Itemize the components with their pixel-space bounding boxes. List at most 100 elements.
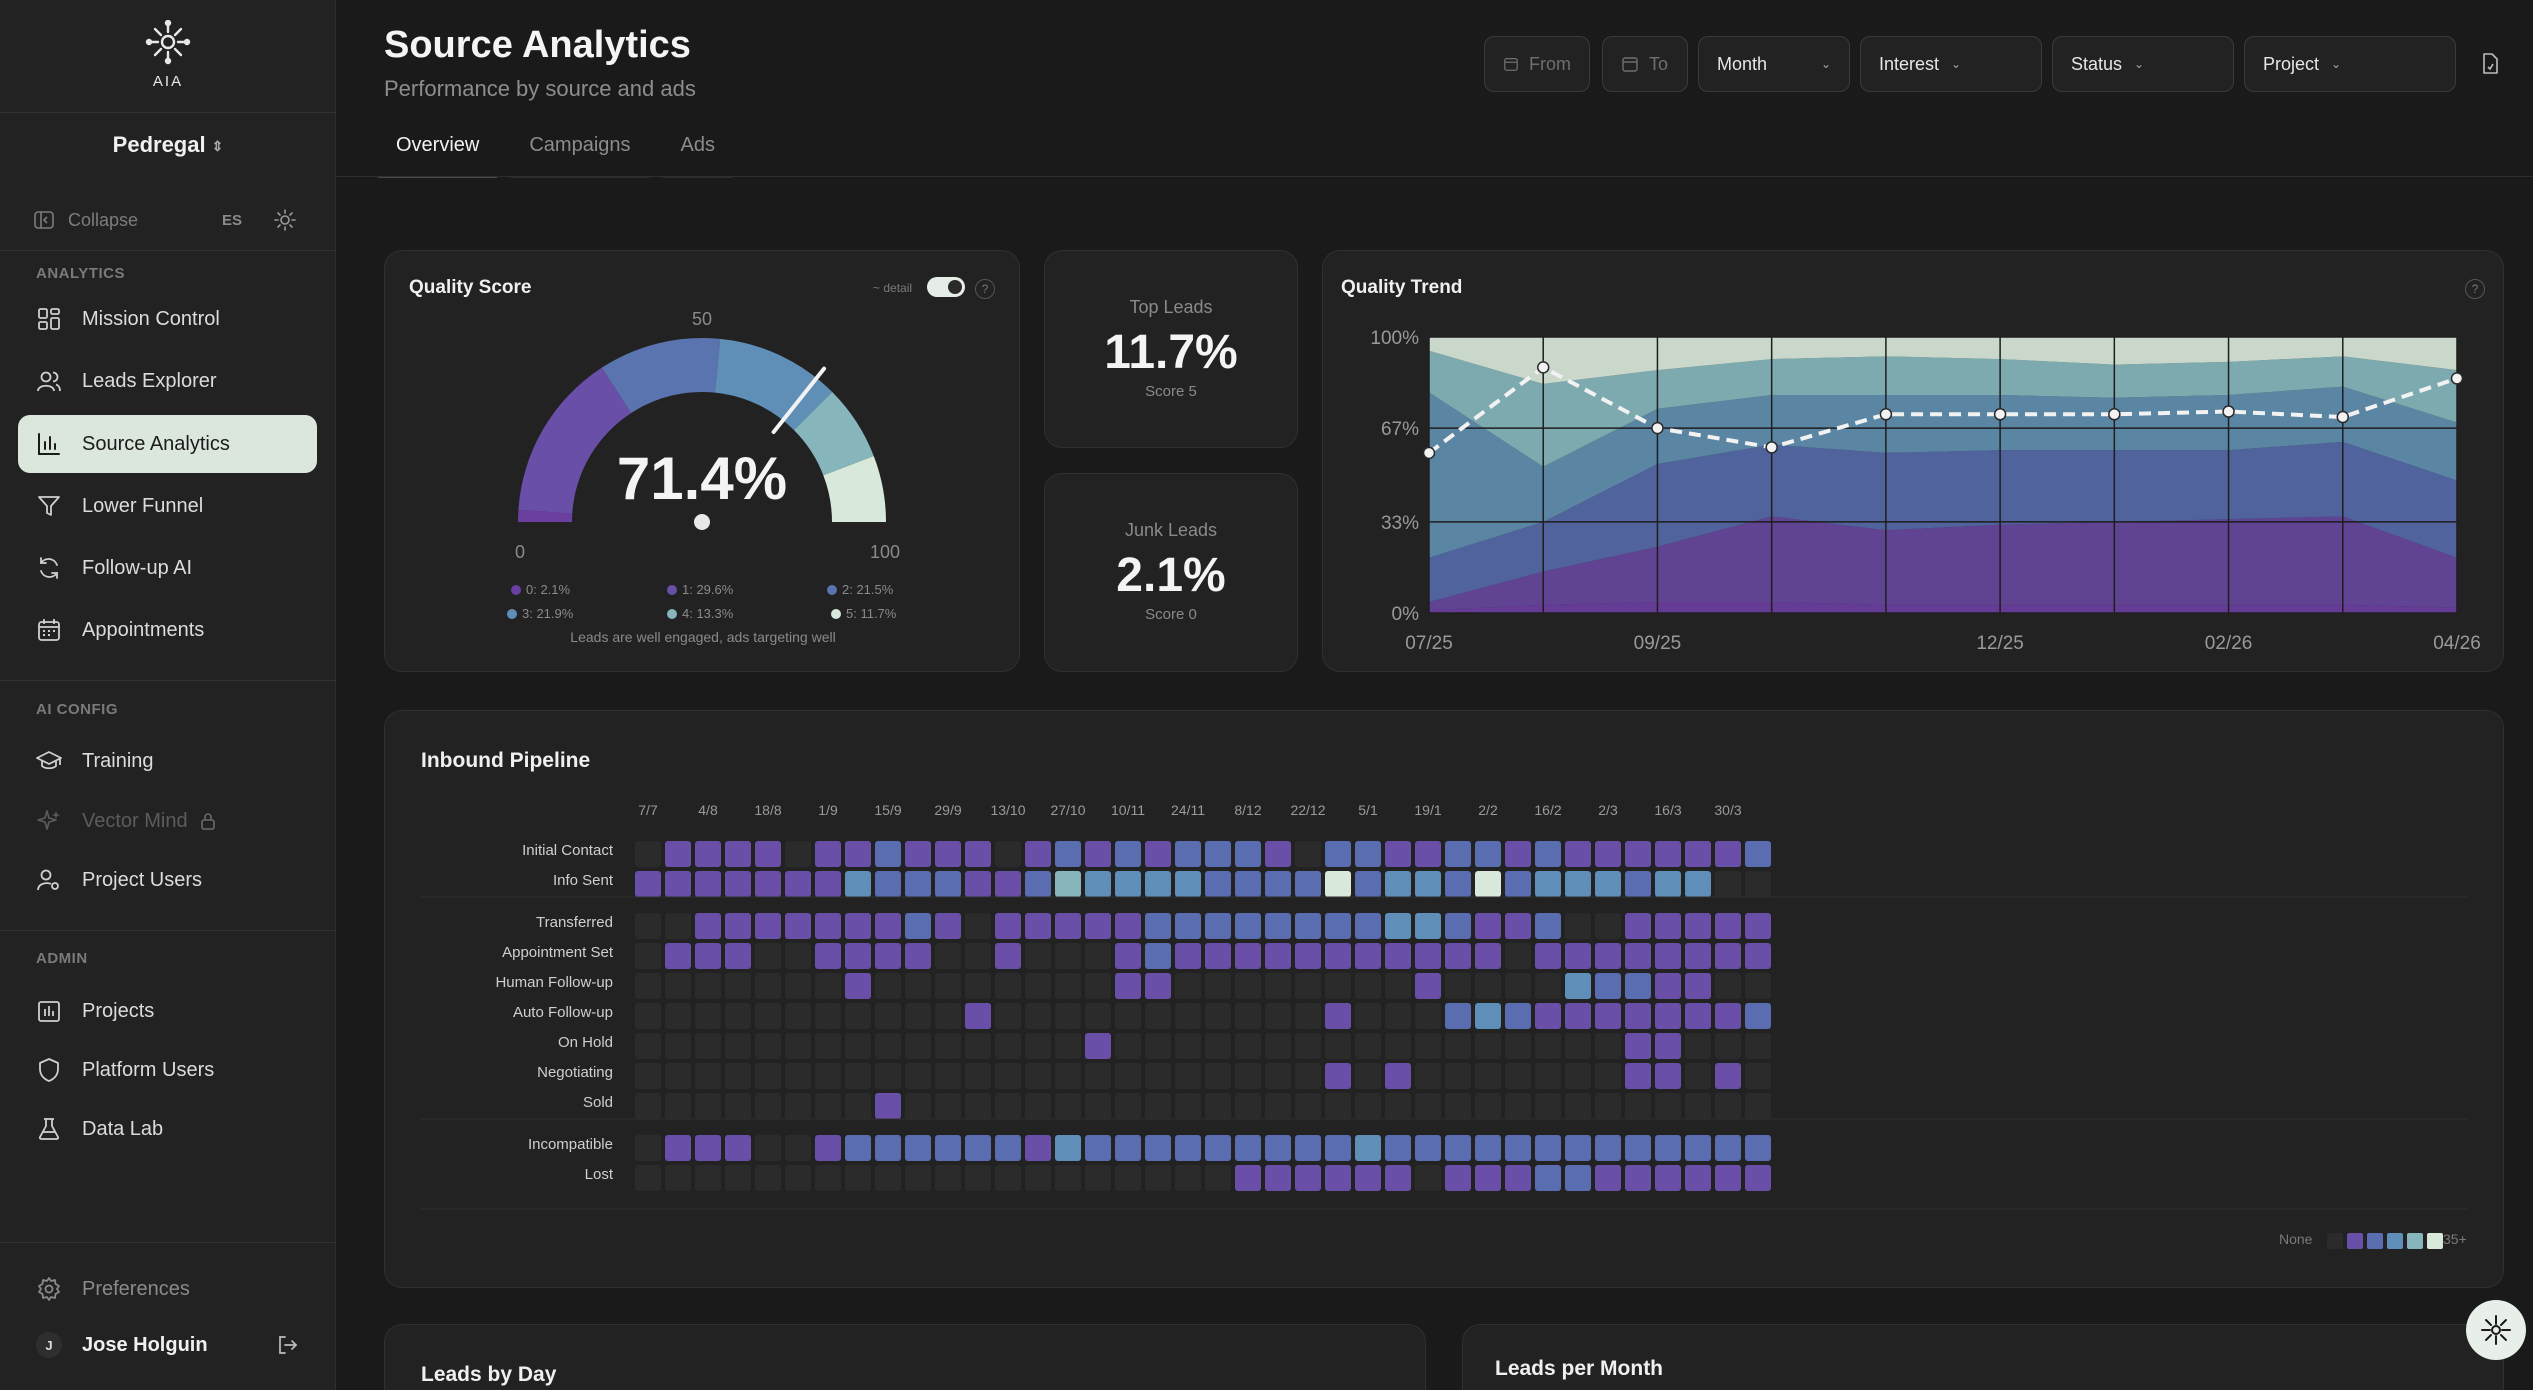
logout-icon[interactable] <box>276 1334 298 1356</box>
legend-item: 3: 21.9% <box>507 606 573 621</box>
heatmap-cell <box>1145 1033 1171 1059</box>
col-label: 24/11 <box>1171 802 1205 818</box>
tab-ads[interactable]: Ads <box>662 134 733 178</box>
heatmap-cell <box>725 871 751 897</box>
heatmap-cell <box>1505 871 1531 897</box>
date-from-button[interactable]: From <box>1484 36 1590 92</box>
status-filter[interactable]: Status ⌄ <box>2052 36 2234 92</box>
heatmap-cell <box>1115 1063 1141 1089</box>
row-label: Info Sent <box>553 872 614 889</box>
heatmap-cell <box>1415 913 1441 939</box>
sidebar-item-mission-control[interactable]: Mission Control <box>18 290 317 348</box>
interest-filter[interactable]: Interest ⌄ <box>1860 36 2042 92</box>
heatmap-cell <box>1235 973 1261 999</box>
heatmap-cell <box>1415 1003 1441 1029</box>
sidebar-item-follow-up-ai[interactable]: Follow-up AI <box>18 539 317 597</box>
heatmap-cell <box>1385 1165 1411 1191</box>
heatmap-cell <box>1085 1135 1111 1161</box>
heatmap-cell <box>1445 1093 1471 1119</box>
tab-overview[interactable]: Overview <box>378 134 498 178</box>
language-toggle[interactable]: ES <box>222 211 243 229</box>
heatmap-cell <box>1655 841 1681 867</box>
heatmap-cell <box>1475 913 1501 939</box>
project-filter[interactable]: Project ⌄ <box>2244 36 2456 92</box>
heatmap-cell <box>815 1135 841 1161</box>
sidebar-item-source-analytics[interactable]: Source Analytics <box>18 415 317 473</box>
quality-trend-card: Quality Trend ? 100% 67% 33% 0% 07/25 09/25 12… <box>1322 250 2504 672</box>
heatmap-cell <box>665 871 691 897</box>
sidebar-item-preferences[interactable]: Preferences <box>18 1260 317 1318</box>
heatmap-cell <box>965 1063 991 1089</box>
heatmap-cell <box>665 1135 691 1161</box>
x-tick-label: 07/25 <box>1405 633 1453 654</box>
heatmap-cell <box>1535 871 1561 897</box>
tenant-switcher[interactable]: Pedregal ⇕ <box>0 132 336 158</box>
sidebar-item-data-lab[interactable]: Data Lab <box>18 1100 317 1158</box>
heatmap-cell <box>755 943 781 969</box>
heatmap-cell <box>1175 1063 1201 1089</box>
sidebar-item-project-users[interactable]: Project Users <box>18 851 317 909</box>
heatmap-cell <box>1145 1003 1171 1029</box>
heatmap-cell <box>635 1063 661 1089</box>
y-tick-label: 33% <box>1381 513 1419 534</box>
heatmap-cell <box>1595 1135 1621 1161</box>
legend-item: 0: 2.1% <box>511 582 570 597</box>
legend-dot <box>507 608 517 619</box>
heatmap-cell <box>695 913 721 939</box>
heatmap-cell <box>1475 973 1501 999</box>
collapse-icon[interactable] <box>34 210 54 230</box>
user-profile[interactable]: J Jose Holguin <box>18 1322 317 1368</box>
sidebar-item-label: Appointments <box>82 618 205 641</box>
period-select[interactable]: Month ⌄ <box>1698 36 1850 92</box>
heatmap-cell <box>1145 973 1171 999</box>
heatmap-cell <box>815 1165 841 1191</box>
area-series-0 <box>1429 601 2457 613</box>
card-title: Inbound Pipeline <box>421 749 591 772</box>
date-from-label: From <box>1529 53 1571 74</box>
legend-none-label: None <box>2279 1231 2313 1247</box>
heatmap-cell <box>1655 1063 1681 1089</box>
heatmap-cell <box>1475 943 1501 969</box>
header-divider <box>336 176 2533 177</box>
assistant-fab[interactable] <box>2466 1300 2526 1360</box>
heatmap-cell <box>1205 1033 1231 1059</box>
brand-logo-icon[interactable]: AIA <box>128 20 208 92</box>
heatmap-cell <box>1535 1093 1561 1119</box>
heatmap-cell <box>965 1003 991 1029</box>
heatmap-cell <box>1625 1033 1651 1059</box>
sidebar-item-lower-funnel[interactable]: Lower Funnel <box>18 477 317 535</box>
heatmap-cell <box>1685 1033 1711 1059</box>
heatmap-cell <box>1655 871 1681 897</box>
sidebar-item-vector-mind[interactable]: Vector Mind <box>18 792 317 850</box>
export-file-icon[interactable] <box>2478 52 2502 76</box>
heatmap-cell <box>1595 1165 1621 1191</box>
sidebar-item-training[interactable]: Training <box>18 732 317 790</box>
detail-label: ~ detail <box>873 281 913 295</box>
help-icon[interactable]: ? <box>975 279 995 299</box>
date-to-button[interactable]: To <box>1602 36 1688 92</box>
heatmap-cell <box>995 1003 1021 1029</box>
detail-toggle[interactable] <box>927 277 965 297</box>
heatmap-cell <box>1055 1135 1081 1161</box>
heatmap-cell <box>1205 1165 1231 1191</box>
chevron-down-icon: ⌄ <box>2134 57 2145 71</box>
help-icon[interactable]: ? <box>2465 279 2485 299</box>
top-leads-card: Top Leads 11.7% Score 5 <box>1044 250 1298 448</box>
heatmap-cell <box>1175 841 1201 867</box>
trend-point <box>2336 410 2350 424</box>
legend-swatch <box>2407 1233 2423 1249</box>
theme-toggle-sun-icon[interactable] <box>274 209 296 231</box>
sidebar-item-platform-users[interactable]: Platform Users <box>18 1041 317 1099</box>
legend-dot <box>667 608 677 619</box>
sidebar-item-leads-explorer[interactable]: Leads Explorer <box>18 352 317 410</box>
heatmap-cell <box>1175 1003 1201 1029</box>
heatmap-cell <box>1235 841 1261 867</box>
heatmap-cell <box>1055 1033 1081 1059</box>
tab-campaigns[interactable]: Campaigns <box>511 134 649 178</box>
heatmap-cell <box>1565 1063 1591 1089</box>
sidebar-item-appointments[interactable]: Appointments <box>18 601 317 659</box>
sidebar-item-projects[interactable]: Projects <box>18 982 317 1040</box>
heatmap-cell <box>905 1135 931 1161</box>
heatmap-cell <box>755 841 781 867</box>
collapse-button[interactable]: Collapse <box>68 209 139 230</box>
